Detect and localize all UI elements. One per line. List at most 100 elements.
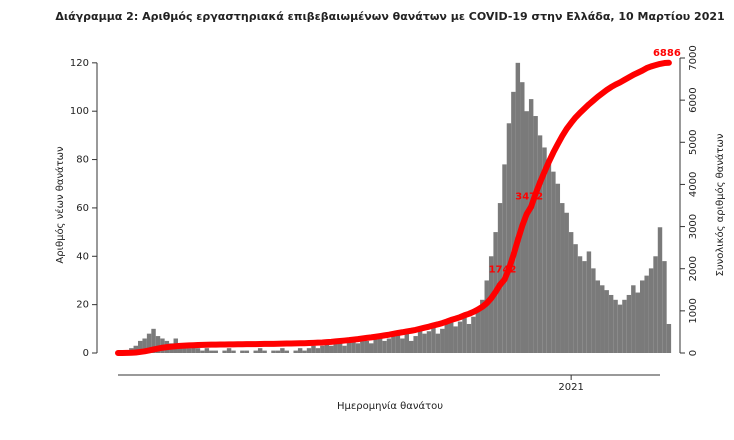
y-tick-label: 60 [76,203,89,214]
bar [555,183,561,353]
bar [386,338,392,353]
data-label: 1742 [489,265,517,276]
bar [573,244,578,353]
bar [644,275,649,353]
bar [142,338,147,353]
bar [577,256,583,353]
bar [271,350,276,353]
bar [631,285,636,353]
bar [315,348,321,353]
bar [382,340,387,353]
x-axis-label: Ημερομηνία θανάτου [337,400,443,412]
bar [284,350,290,353]
bar [275,350,281,353]
bar [209,350,214,353]
y-tick-label: 20 [76,300,89,311]
bar [653,256,658,353]
bar [502,164,507,353]
bar [364,340,370,353]
bar [377,333,383,353]
bar [333,340,338,353]
bar [195,348,201,353]
bar [231,350,236,353]
bar [408,340,414,353]
bar [204,348,210,353]
bar [226,348,232,353]
bar [635,292,641,353]
bar [480,299,485,353]
bar [324,343,330,353]
bar [137,340,143,353]
bar [586,251,592,353]
bar [560,203,565,353]
bar [524,111,529,354]
bar [431,326,436,353]
bar [257,348,263,353]
bar [613,299,618,353]
data-label: 3472 [515,192,543,203]
bar [191,345,196,353]
bar [337,343,343,353]
y-tick-label: 0 [83,348,89,359]
bar [355,343,361,353]
bar [177,345,183,353]
data-label: 6886 [653,48,681,59]
bar [444,323,449,353]
bar [186,348,192,353]
bar [440,328,445,353]
bar [302,350,307,353]
bar [280,348,285,353]
bar [608,294,614,353]
y2-tick-label: 6000 [688,87,699,112]
bar [600,285,605,353]
bar [320,345,325,353]
cumulative-line [115,59,672,356]
bar [306,348,312,353]
bar [342,345,347,353]
bar [648,268,654,353]
bar [417,328,423,353]
bar [466,323,472,353]
bar [222,350,227,353]
y-tick-label: 100 [70,106,89,117]
bar [475,309,481,353]
bar [351,338,356,353]
bar [462,314,467,353]
bar [551,171,556,353]
bar [471,316,476,353]
y2-axis-label: Συνολικός αριθμός θανάτων [714,133,726,276]
y2-tick-label: 7000 [688,45,699,70]
bar [346,340,352,353]
bar [297,348,303,353]
y2-tick-label: 3000 [688,214,699,239]
bar [497,203,503,353]
x-tick-label: 2021 [558,382,583,393]
bar [369,343,374,353]
y2-tick-label: 0 [688,350,699,356]
y-tick-label: 40 [76,251,89,262]
bar [413,336,418,353]
bar [395,331,401,353]
bar [546,159,552,353]
bar [488,256,494,353]
bar [448,319,454,353]
bar [564,212,569,353]
bar [511,91,516,353]
y2-tick-label: 5000 [688,130,699,155]
bar [591,268,596,353]
bar [311,345,316,353]
bar [622,299,627,353]
chart-title: Διάγραμμα 2: Αριθμός εργαστηριακά επιβεβ… [55,10,724,23]
bar [528,99,534,353]
bar [604,290,609,353]
bar [662,261,667,353]
bar [506,123,512,353]
bar [133,345,138,353]
bar [200,350,205,353]
bar [640,280,645,353]
bar [360,336,365,353]
bar [253,350,258,353]
bar [146,333,152,353]
bar [626,294,632,353]
